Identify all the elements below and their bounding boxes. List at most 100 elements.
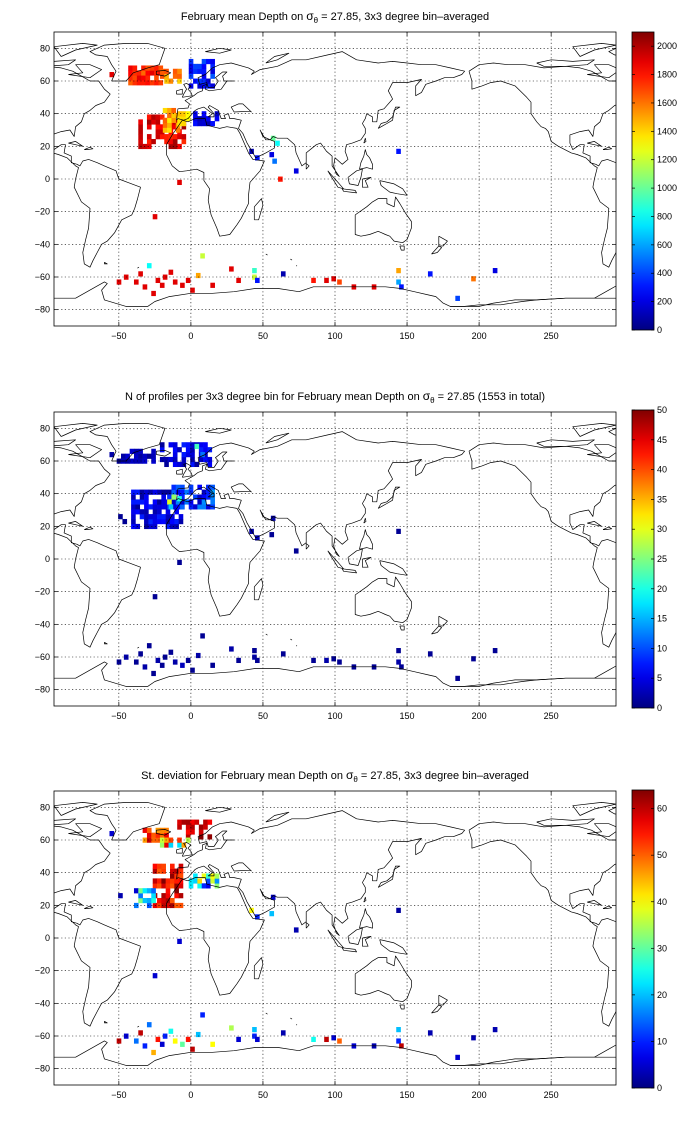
data-cell bbox=[121, 453, 126, 459]
colorbar-tick-label: 45 bbox=[657, 435, 667, 445]
data-cell bbox=[162, 127, 168, 133]
data-cell bbox=[180, 504, 185, 510]
data-cell bbox=[206, 116, 211, 122]
coastline bbox=[89, 802, 166, 841]
data-cell bbox=[207, 461, 213, 468]
coastlines bbox=[54, 802, 616, 1066]
data-cell bbox=[197, 504, 203, 510]
data-cell bbox=[171, 489, 177, 495]
data-cell bbox=[311, 1036, 316, 1043]
data-cell bbox=[185, 834, 191, 840]
data-cell bbox=[159, 129, 165, 135]
data-cell bbox=[188, 878, 194, 884]
data-cell bbox=[162, 117, 168, 123]
data-cell bbox=[200, 633, 205, 639]
coastline bbox=[265, 1012, 268, 1015]
data-cell bbox=[165, 893, 171, 899]
data-cell bbox=[165, 489, 171, 495]
data-cell bbox=[152, 489, 158, 495]
panel-1: February mean Depth on σθ = 27.85, 3x3 d… bbox=[35, 9, 677, 341]
grid bbox=[54, 791, 616, 1085]
data-cell bbox=[133, 902, 139, 909]
data-cell bbox=[135, 504, 141, 510]
data-cell bbox=[161, 883, 166, 889]
data-cell bbox=[148, 523, 154, 530]
coastline bbox=[536, 59, 595, 67]
data-cell bbox=[151, 670, 156, 677]
data-cell bbox=[161, 518, 166, 525]
data-cell bbox=[144, 514, 149, 520]
coastline bbox=[347, 168, 363, 186]
data-cell bbox=[396, 268, 401, 274]
data-cell bbox=[172, 442, 178, 448]
data-cell bbox=[170, 873, 175, 879]
data-cell bbox=[396, 1027, 401, 1033]
coastline bbox=[176, 431, 466, 557]
data-cell bbox=[154, 65, 159, 71]
data-cell bbox=[194, 819, 200, 825]
data-cell bbox=[229, 646, 234, 652]
data-cell bbox=[181, 456, 187, 463]
data-cell bbox=[168, 1028, 174, 1034]
title-prefix: St. deviation for February mean Depth on bbox=[141, 770, 346, 782]
data-cell bbox=[195, 272, 201, 279]
data-cell bbox=[151, 119, 156, 125]
data-cell bbox=[129, 458, 135, 464]
coastline bbox=[468, 821, 616, 1027]
data-cell bbox=[181, 819, 187, 825]
data-cell bbox=[149, 65, 155, 71]
data-cell bbox=[168, 649, 174, 655]
data-cell bbox=[337, 659, 342, 665]
data-cell bbox=[210, 878, 215, 884]
data-cell bbox=[210, 662, 215, 668]
colorbar-tick-label: 0 bbox=[657, 325, 662, 335]
coastline bbox=[265, 633, 268, 636]
data-cell bbox=[148, 504, 154, 510]
data-cell bbox=[128, 65, 133, 71]
data-cell bbox=[148, 514, 154, 520]
coastline bbox=[137, 1025, 140, 1028]
data-cell bbox=[116, 279, 122, 285]
data-cell bbox=[210, 58, 215, 65]
data-cell bbox=[201, 504, 207, 510]
data-cell bbox=[146, 1022, 152, 1028]
data-cell bbox=[136, 70, 142, 76]
coastline bbox=[438, 235, 448, 247]
coastline bbox=[84, 526, 94, 530]
data-cell bbox=[135, 499, 141, 505]
data-cell bbox=[181, 442, 187, 448]
data-cell bbox=[178, 883, 184, 889]
data-cell bbox=[175, 484, 181, 490]
data-cell bbox=[138, 138, 143, 145]
data-cell bbox=[175, 127, 181, 133]
coastline bbox=[354, 196, 412, 244]
x-tick-label: 0 bbox=[188, 331, 193, 341]
data-cell bbox=[118, 514, 123, 520]
data-cell bbox=[172, 461, 178, 468]
data-cell bbox=[138, 897, 143, 904]
data-cell bbox=[324, 1036, 329, 1043]
data-cell bbox=[177, 143, 182, 150]
data-cell bbox=[159, 827, 165, 833]
data-cell bbox=[146, 143, 152, 150]
coastline bbox=[68, 900, 84, 906]
data-cell bbox=[198, 824, 204, 830]
data-cell bbox=[146, 837, 152, 843]
data-cell bbox=[269, 532, 275, 538]
data-cell bbox=[270, 135, 276, 141]
data-cell bbox=[206, 883, 211, 889]
data-cell bbox=[337, 1038, 342, 1044]
coastline bbox=[359, 908, 373, 929]
y-tick-label: 40 bbox=[40, 489, 50, 499]
data-cells bbox=[109, 442, 498, 681]
data-cell bbox=[197, 83, 203, 89]
x-tick-label: 200 bbox=[472, 331, 487, 341]
data-cell bbox=[159, 842, 165, 848]
data-cell bbox=[168, 442, 174, 448]
y-tick-label: 0 bbox=[45, 174, 50, 184]
coastline bbox=[327, 929, 344, 949]
data-cell bbox=[177, 819, 182, 825]
data-cell bbox=[158, 65, 164, 71]
data-cell bbox=[159, 1041, 165, 1047]
